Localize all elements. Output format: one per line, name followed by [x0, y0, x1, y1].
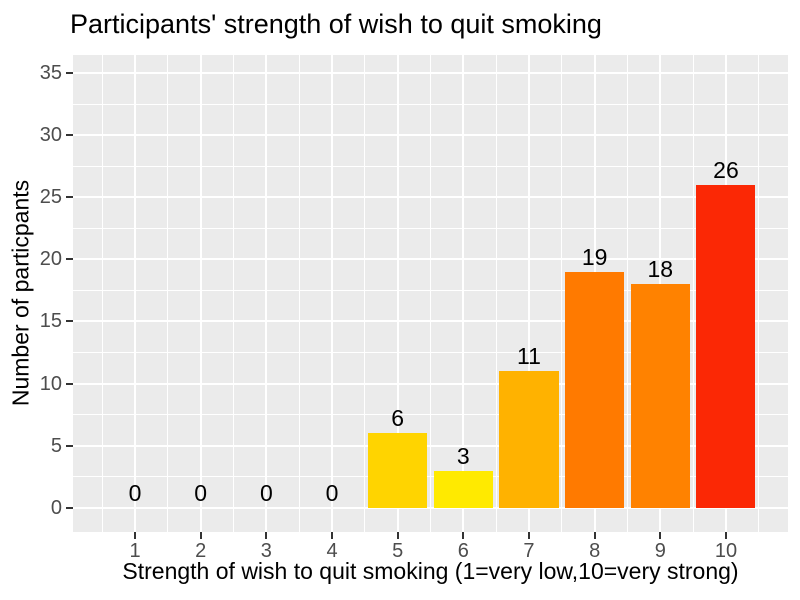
gridline-major-vertical [331, 55, 333, 532]
gridline-minor-vertical [101, 55, 103, 532]
x-tick-label: 4 [326, 540, 338, 562]
x-tick-label: 9 [654, 540, 666, 562]
y-tick-mark [66, 196, 73, 199]
x-tick-mark [199, 532, 202, 539]
bar [499, 371, 559, 508]
bar-value-label: 0 [128, 479, 142, 506]
y-tick-label: 5 [50, 434, 62, 457]
bar-value-label: 3 [456, 442, 470, 469]
gridline-major-horizontal [73, 320, 788, 323]
x-tick-label: 2 [195, 540, 207, 562]
gridline-major-vertical [199, 55, 202, 532]
y-tick-mark [66, 382, 73, 385]
y-tick-mark [66, 72, 73, 74]
x-tick-label: 7 [523, 540, 535, 562]
y-tick-label: 10 [39, 372, 62, 395]
x-tick-mark [265, 532, 268, 539]
gridline-minor-vertical [692, 55, 694, 532]
x-tick-label: 5 [392, 540, 404, 562]
x-tick-mark [331, 532, 333, 539]
y-tick-mark [66, 320, 73, 323]
y-tick-mark [66, 258, 73, 261]
x-tick-label: 1 [129, 540, 141, 562]
bar-value-label: 19 [581, 243, 608, 270]
gridline-minor-vertical [561, 55, 563, 532]
y-tick-label: 15 [39, 310, 62, 333]
chart-title: Participants' strength of wish to quit s… [70, 9, 602, 39]
x-tick-label: 8 [589, 540, 601, 562]
y-tick-mark [66, 134, 73, 137]
gridline-major-vertical [396, 55, 399, 532]
gridline-major-horizontal [73, 72, 788, 74]
x-tick-mark [724, 532, 727, 539]
x-tick-mark [462, 532, 465, 539]
x-tick-mark [659, 532, 662, 539]
gridline-minor-vertical [758, 55, 760, 532]
gridline-minor-vertical [298, 55, 300, 532]
gridline-major-vertical [462, 55, 465, 532]
gridline-major-horizontal [73, 506, 788, 509]
plot-panel [73, 55, 788, 532]
y-tick-label: 25 [39, 186, 62, 209]
gridline-minor-vertical [626, 55, 628, 532]
gridline-major-horizontal [73, 196, 788, 199]
x-tick-mark [593, 532, 596, 539]
bar [433, 470, 493, 508]
bar-value-label: 18 [647, 256, 674, 283]
y-tick-label: 35 [39, 62, 62, 84]
x-tick-mark [527, 532, 530, 539]
gridline-major-vertical [265, 55, 268, 532]
gridline-major-horizontal [73, 258, 788, 261]
bar [368, 433, 428, 508]
x-tick-label: 10 [714, 540, 738, 562]
gridline-minor-vertical [233, 55, 235, 532]
bar [696, 184, 756, 508]
gridline-major-horizontal [73, 382, 788, 385]
gridline-major-horizontal [73, 134, 788, 137]
bar [630, 284, 690, 508]
x-tick-label: 3 [260, 540, 272, 562]
y-tick-mark [66, 444, 73, 447]
bar-value-label: 26 [713, 156, 739, 183]
gridline-minor-vertical [495, 55, 497, 532]
bar-value-label: 0 [194, 479, 208, 506]
bar-value-label: 0 [325, 479, 339, 506]
y-tick-label: 30 [39, 124, 62, 147]
gridline-minor-vertical [430, 55, 431, 532]
x-tick-label: 6 [457, 540, 469, 562]
gridline-major-vertical [527, 55, 530, 532]
x-axis-title: Strength of wish to quit smoking (1=very… [122, 558, 739, 584]
bar-value-label: 6 [391, 405, 405, 432]
y-tick-label: 0 [50, 496, 62, 519]
bar-value-label: 0 [259, 479, 273, 506]
gridline-minor-vertical [364, 55, 366, 532]
bar [565, 271, 625, 508]
x-tick-mark [396, 532, 399, 539]
bar-value-label: 11 [517, 343, 541, 370]
y-axis-title: Number of particpants [7, 179, 34, 407]
x-tick-mark [134, 532, 137, 539]
gridline-minor-vertical [167, 55, 169, 532]
gridline-major-vertical [134, 55, 137, 532]
gridline-major-horizontal [73, 444, 788, 447]
y-tick-label: 20 [39, 248, 62, 271]
y-tick-mark [66, 506, 73, 509]
